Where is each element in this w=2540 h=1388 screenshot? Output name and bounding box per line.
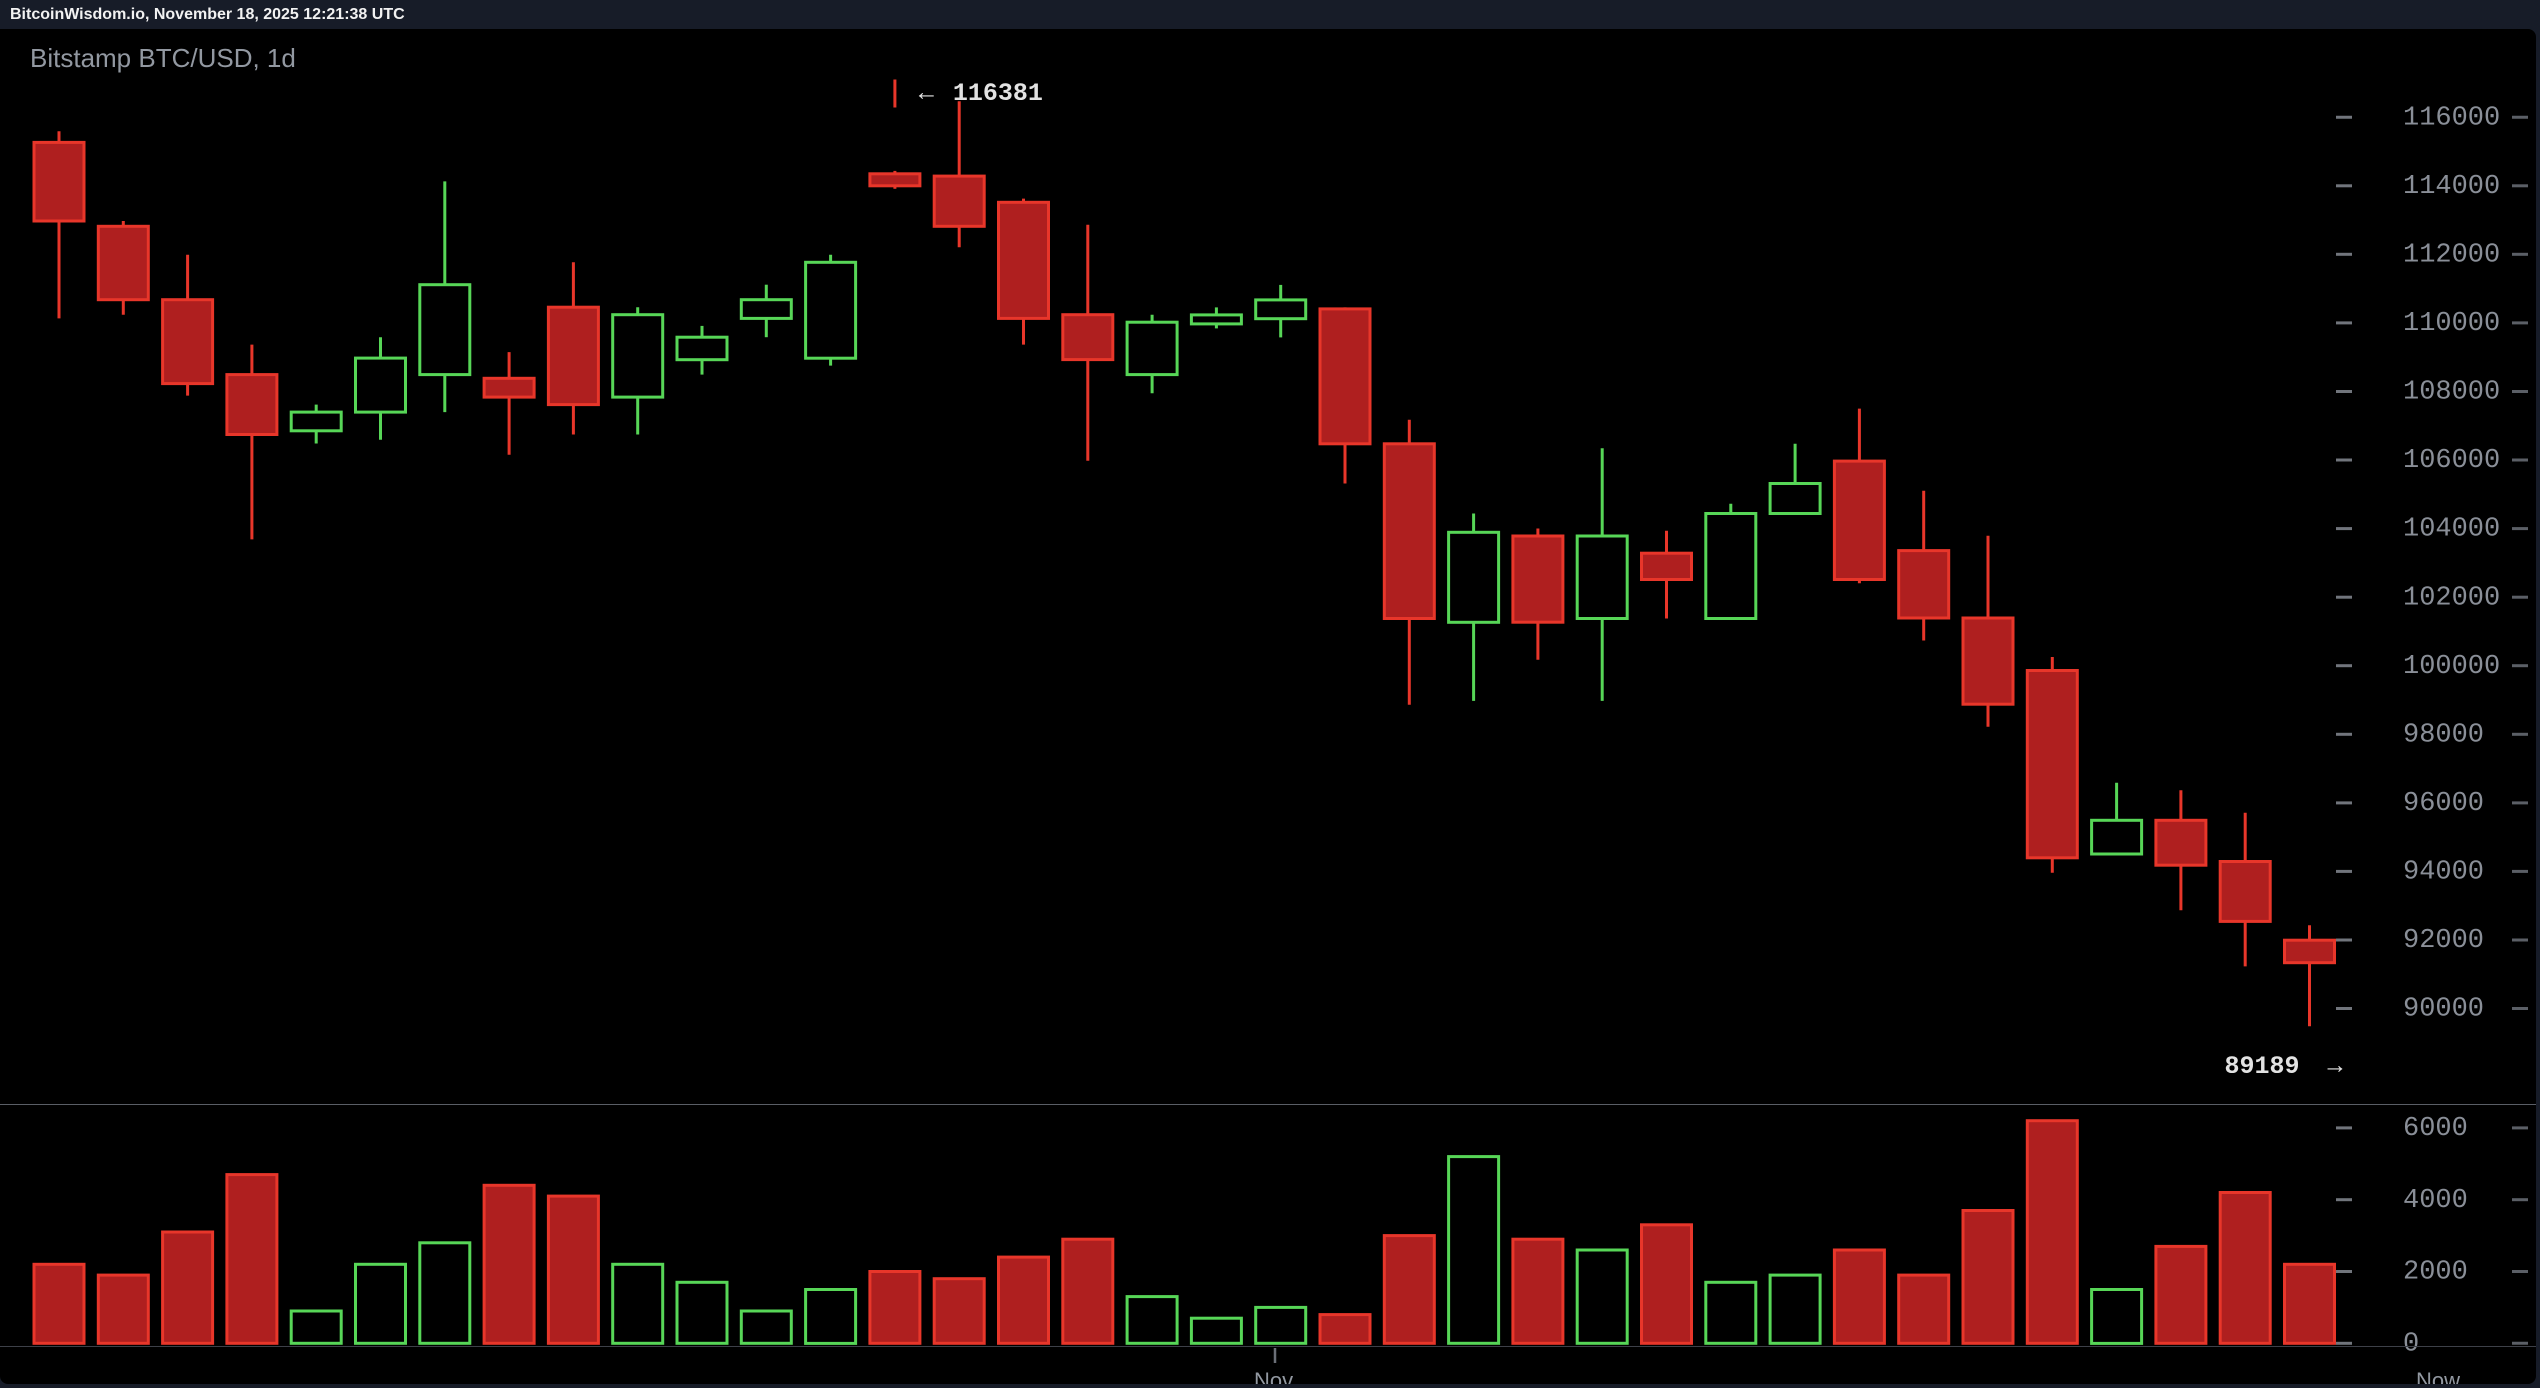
svg-text:4000: 4000 [2403, 1186, 2468, 1216]
svg-text:2000: 2000 [2403, 1258, 2468, 1288]
svg-text:6000: 6000 [2403, 1114, 2468, 1144]
svg-text:102000: 102000 [2403, 583, 2500, 613]
svg-text:114000: 114000 [2403, 172, 2500, 202]
svg-text:→: → [2328, 1052, 2343, 1081]
svg-text:89189: 89189 [2224, 1052, 2299, 1081]
svg-text:96000: 96000 [2403, 789, 2484, 819]
svg-text:110000: 110000 [2403, 309, 2500, 339]
svg-text:116381: 116381 [953, 79, 1043, 108]
svg-text:←: ← [919, 79, 934, 108]
svg-text:112000: 112000 [2403, 240, 2500, 270]
svg-text:90000: 90000 [2403, 995, 2484, 1025]
svg-text:116000: 116000 [2403, 103, 2500, 133]
svg-text:106000: 106000 [2403, 446, 2500, 476]
svg-text:108000: 108000 [2403, 378, 2500, 408]
svg-text:104000: 104000 [2403, 515, 2500, 545]
svg-text:94000: 94000 [2403, 858, 2484, 888]
svg-text:0: 0 [2403, 1329, 2419, 1359]
svg-text:100000: 100000 [2403, 652, 2500, 682]
svg-text:98000: 98000 [2403, 720, 2484, 750]
svg-text:92000: 92000 [2403, 926, 2484, 956]
